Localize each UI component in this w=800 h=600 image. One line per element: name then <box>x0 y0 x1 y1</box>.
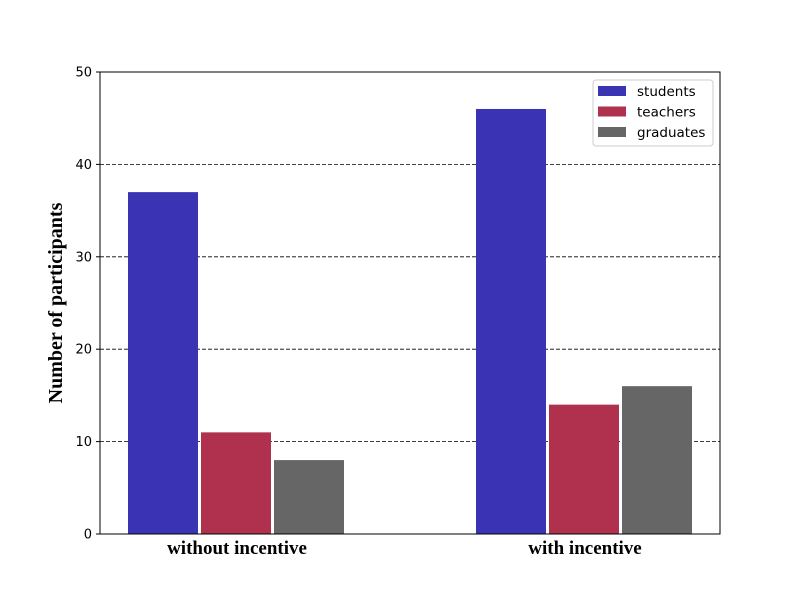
bar-teachers <box>201 432 271 534</box>
bar-teachers <box>549 404 619 534</box>
bar-students <box>476 108 546 535</box>
x-category-label: with incentive <box>528 538 641 559</box>
y-tick-label: 40 <box>75 158 92 173</box>
y-axis-ticks: 0 10 20 30 40 50 <box>75 66 100 543</box>
y-tick-label: 0 <box>84 528 92 543</box>
y-tick-label: 30 <box>75 250 92 265</box>
legend-swatch-students <box>598 86 626 96</box>
y-tick-label: 50 <box>75 66 92 81</box>
bars <box>128 108 692 535</box>
bar-graduates <box>622 386 692 534</box>
y-tick-label: 10 <box>75 435 92 450</box>
x-axis-categories: without incentive with incentive <box>167 538 642 559</box>
plot-area-frame <box>99 71 721 535</box>
legend-label-graduates: graduates <box>637 125 705 141</box>
x-category-label: without incentive <box>167 538 307 559</box>
legend: students teachers graduates <box>592 79 714 147</box>
y-tick-label: 20 <box>75 343 92 358</box>
bar-graduates <box>274 460 344 534</box>
legend-label-teachers: teachers <box>637 105 696 121</box>
bar-students <box>128 192 198 534</box>
legend-swatch-teachers <box>598 106 626 117</box>
legend-swatch-graduates <box>598 127 626 137</box>
y-axis-title: Number of participants <box>45 202 67 403</box>
legend-label-students: students <box>637 84 696 100</box>
